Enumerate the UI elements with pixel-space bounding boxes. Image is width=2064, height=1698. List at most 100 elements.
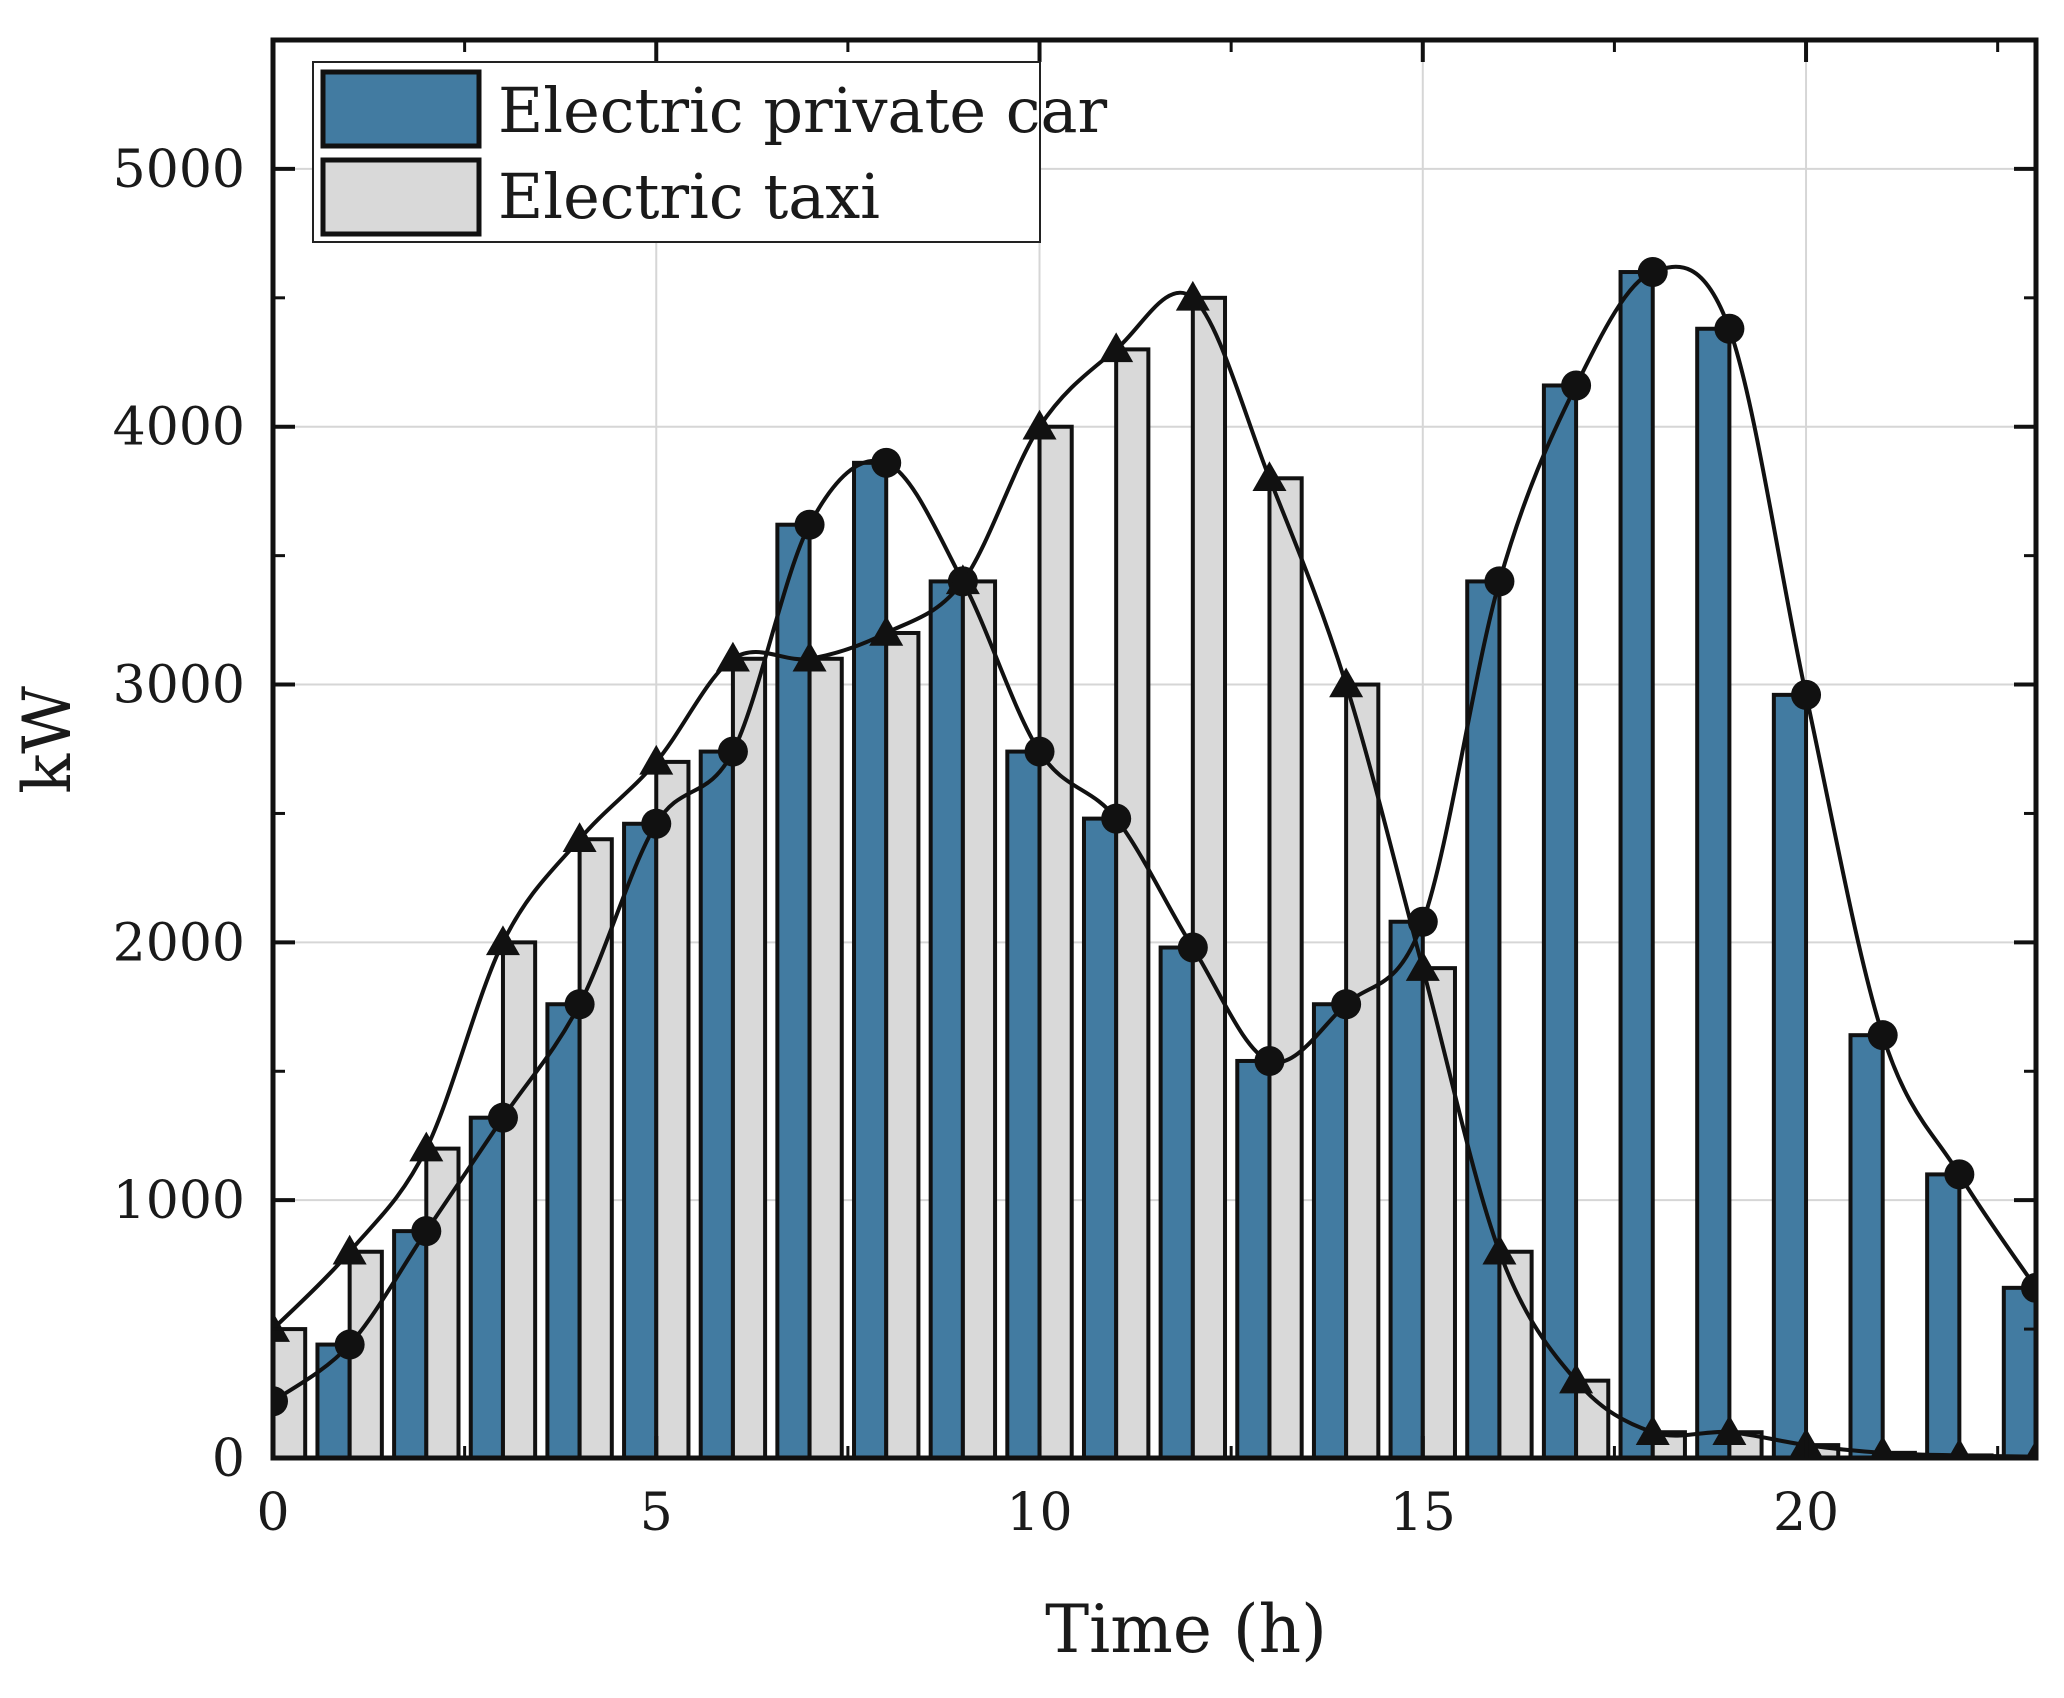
marker-electric-taxi xyxy=(2025,1439,2036,1458)
marker-private-car xyxy=(641,808,672,839)
marker-private-car xyxy=(487,1102,518,1133)
bar-electric-taxi xyxy=(1420,966,1457,1458)
marker-electric-taxi xyxy=(1870,1435,1896,1458)
bar-private-car xyxy=(1465,579,1502,1458)
bar-electric-taxi xyxy=(424,1146,461,1458)
y-axis-title: kW xyxy=(9,686,86,794)
marker-private-car xyxy=(1484,566,1515,597)
bar-private-car xyxy=(545,1002,582,1458)
marker-private-car xyxy=(1714,313,1745,344)
curve-layer xyxy=(273,264,2036,1458)
marker-private-car xyxy=(1944,1159,1975,1190)
bar-electric-taxi xyxy=(2034,1454,2036,1458)
y-tick-label: 3000 xyxy=(113,656,245,716)
bar-private-car xyxy=(1618,270,1655,1458)
marker-electric-taxi xyxy=(1099,332,1134,363)
marker-electric-taxi xyxy=(945,564,980,595)
x-tick-label: 0 xyxy=(256,1483,289,1543)
bar-electric-taxi xyxy=(1190,295,1228,1458)
marker-private-car xyxy=(1254,1045,1285,1076)
bar-electric-taxi xyxy=(273,1327,308,1458)
marker-electric-taxi xyxy=(485,925,520,956)
bar-private-car xyxy=(1771,692,1809,1458)
bar-layer xyxy=(273,270,2036,1458)
marker-electric-taxi xyxy=(869,615,904,646)
marker-electric-taxi xyxy=(1712,1415,1747,1445)
bar-private-car xyxy=(1695,326,1732,1458)
marker-electric-taxi xyxy=(273,1312,290,1342)
bar-electric-taxi xyxy=(1114,347,1151,1458)
marker-private-car xyxy=(1101,803,1132,834)
marker-electric-taxi xyxy=(562,822,597,852)
marker-electric-taxi xyxy=(1022,409,1057,440)
marker-private-car xyxy=(794,509,825,540)
marker-electric-taxi xyxy=(1948,1438,1971,1458)
bar-electric-taxi xyxy=(807,656,844,1458)
y-tick-label: 5000 xyxy=(113,140,245,200)
marker-private-car xyxy=(564,989,595,1020)
y-tick-label: 1000 xyxy=(113,1171,245,1231)
bar-electric-taxi xyxy=(1037,424,1074,1458)
marker-private-car xyxy=(871,447,902,478)
legend: Electric private car Electric taxi xyxy=(312,61,1107,243)
marker-private-car xyxy=(411,1216,442,1247)
bar-private-car xyxy=(1848,1033,1885,1458)
marker-electric-taxi xyxy=(1635,1415,1670,1445)
bar-private-car xyxy=(1005,749,1042,1458)
bar-electric-taxi xyxy=(730,656,768,1458)
x-tick-label: 15 xyxy=(1390,1483,1456,1543)
bar-private-car xyxy=(1235,1058,1272,1458)
marker-electric-taxi xyxy=(409,1131,444,1162)
bar-electric-taxi xyxy=(577,837,614,1458)
bar-private-car xyxy=(2001,1285,2036,1458)
y-tick-label: 4000 xyxy=(113,398,245,458)
bar-private-car xyxy=(1925,1172,1962,1458)
x-tick-label: 5 xyxy=(640,1483,673,1543)
bar-electric-taxi xyxy=(1267,476,1304,1458)
legend-swatch-private-car xyxy=(320,69,482,149)
marker-private-car xyxy=(1637,257,1668,288)
marker-electric-taxi xyxy=(1329,667,1364,698)
marker-electric-taxi xyxy=(639,744,674,775)
bar-private-car xyxy=(622,821,659,1458)
marker-electric-taxi xyxy=(1559,1363,1594,1394)
bar-private-car xyxy=(1388,919,1425,1458)
marker-private-car xyxy=(334,1329,365,1360)
curve-private-car xyxy=(273,264,2036,1403)
bar-electric-taxi xyxy=(884,630,921,1458)
bar-private-car xyxy=(273,1399,276,1458)
gridlines xyxy=(273,40,2036,1458)
curve-electric-taxi xyxy=(273,290,2036,1458)
marker-electric-taxi xyxy=(1405,951,1440,981)
marker-private-car xyxy=(1867,1020,1898,1051)
bar-electric-taxi xyxy=(1497,1249,1534,1458)
marker-electric-taxi xyxy=(1175,280,1210,311)
bar-private-car xyxy=(1081,816,1119,1458)
x-axis-title: Time (h) xyxy=(1045,1591,1327,1668)
marker-private-car xyxy=(1561,370,1592,401)
marker-electric-taxi xyxy=(715,641,750,672)
marker-private-car xyxy=(1331,989,1362,1020)
marker-private-car xyxy=(1177,932,1208,963)
marker-private-car xyxy=(1407,906,1438,937)
marker-electric-taxi xyxy=(792,641,827,672)
y-tick-label: 0 xyxy=(212,1429,245,1489)
marker-private-car xyxy=(1024,736,1055,767)
bar-private-car xyxy=(928,579,965,1458)
marker-private-car xyxy=(273,1386,288,1417)
bar-private-car xyxy=(392,1229,429,1458)
legend-label-taxi: Electric taxi xyxy=(498,160,880,233)
legend-label-private-car: Electric private car xyxy=(498,74,1107,147)
marker-electric-taxi xyxy=(1252,461,1287,492)
marker-private-car xyxy=(2021,1272,2036,1303)
bar-private-car xyxy=(1158,945,1195,1458)
bar-electric-taxi xyxy=(1574,1378,1611,1458)
marker-electric-taxi xyxy=(1482,1234,1517,1265)
bar-private-car xyxy=(1311,1002,1349,1458)
bar-electric-taxi xyxy=(960,579,998,1458)
y-tick-label: 2000 xyxy=(113,913,245,973)
bar-electric-taxi xyxy=(347,1249,384,1458)
x-tick-label: 10 xyxy=(1006,1483,1072,1543)
bar-electric-taxi xyxy=(500,940,538,1458)
